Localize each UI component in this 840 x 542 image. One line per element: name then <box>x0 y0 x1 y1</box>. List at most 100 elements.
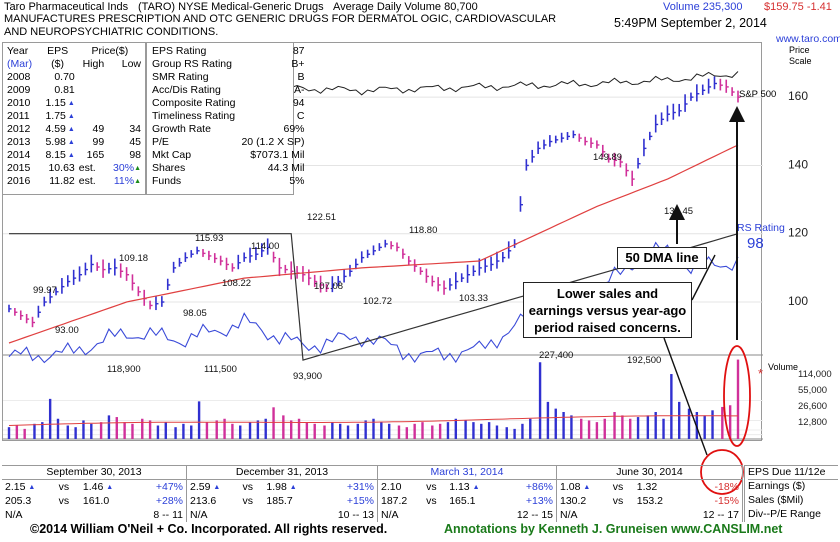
volume-bar <box>387 423 391 439</box>
rating-label: P/E <box>152 135 169 148</box>
rating-row: Mkt Cap $7073.1 Mil <box>149 148 308 161</box>
volume-bar <box>239 425 242 439</box>
ohlc-bar <box>537 141 541 154</box>
volume-bar <box>636 417 640 439</box>
low-cell <box>106 96 143 109</box>
volume-bar <box>603 418 606 439</box>
price-point-label: 102.72 <box>363 296 392 307</box>
quarter-eps-row: 2.15 ▲ vs 1.46 ▲ +47% <box>2 480 186 494</box>
up-triangle-icon: ▲ <box>65 99 75 107</box>
volume-bar <box>472 422 475 439</box>
sales-current: 205.3 <box>5 495 32 507</box>
volume-bar <box>346 425 350 439</box>
ohlc-bar <box>625 163 629 177</box>
volume-bar <box>223 418 226 439</box>
quarter-column: June 30, 2014 1.08 ▲ vs 1.32 -18% 130.2 … <box>557 465 743 522</box>
quarter-column: September 30, 2013 2.15 ▲ vs 1.46 ▲ +47%… <box>2 465 187 522</box>
up-triangle-icon: ▲ <box>106 484 114 491</box>
volume-bar <box>82 420 85 439</box>
ohlc-bar <box>649 131 653 141</box>
quarter-title: June 30, 2014 <box>557 466 742 480</box>
year-cell: 2013 <box>7 135 31 148</box>
rating-row: Shares 44.3 Mil <box>149 161 308 174</box>
ohlc-bar <box>684 94 688 112</box>
volume-bar <box>446 422 450 439</box>
ohlc-bar <box>372 245 376 256</box>
ohlc-bar <box>249 247 253 263</box>
volume-bar <box>562 412 565 439</box>
website-link[interactable]: www.taro.com <box>776 33 840 45</box>
volume-bar <box>148 420 152 439</box>
vs-label: vs <box>58 495 70 507</box>
low-header: Low <box>121 57 141 70</box>
volume-bar <box>331 422 334 439</box>
ohlc-bar <box>172 261 177 273</box>
rating-label: Shares <box>152 161 186 174</box>
ohlc-bar <box>49 289 53 304</box>
price-point-label: 115.93 <box>195 233 223 244</box>
pe-range-label: Div--P/E Range <box>748 508 821 520</box>
ohlc-bar <box>155 296 159 311</box>
annotations-credit: Annotations by Kenneth J. Gruneisen www.… <box>444 522 783 536</box>
average-volume: Average Daily Volume 80,700 <box>333 1 478 13</box>
dividend-value: N/A <box>5 509 23 521</box>
rating-value: 87 <box>292 44 305 57</box>
ohlc-bar <box>590 137 594 148</box>
low-cell <box>106 83 143 96</box>
ohlc-bar <box>166 278 171 291</box>
ohlc-bar <box>560 132 565 143</box>
year-cell: 2012 <box>7 122 31 135</box>
exchange-info: (TARO) NYSE Medical-Generic Drugs <box>138 1 324 13</box>
ohlc-bar <box>190 250 194 258</box>
ohlc-bar <box>184 252 188 262</box>
volume-star-icon: * <box>758 366 764 381</box>
quarter-eps-row: 1.08 ▲ vs 1.32 -18% <box>557 480 742 494</box>
price-point-label: 134.45 <box>664 206 693 217</box>
quarterly-table: September 30, 2013 2.15 ▲ vs 1.46 ▲ +47%… <box>2 465 743 522</box>
estimate-growth: 11%▲ <box>113 174 141 187</box>
company-name: Taro Pharmaceutical Inds <box>4 1 129 13</box>
quarter-pe-row: N/A 12 -- 17 <box>557 508 742 522</box>
rating-value: B <box>297 70 305 83</box>
volume-bar <box>41 422 44 439</box>
volume-point-label: 118,900 <box>107 364 141 375</box>
ohlc-bar <box>219 255 224 266</box>
volume-bar <box>282 415 285 439</box>
ohlc-bar <box>55 287 59 296</box>
volume-bar <box>190 425 193 439</box>
price-point-label: 109.18 <box>119 253 148 264</box>
financial-row: 2008 0.70 <box>5 70 143 83</box>
company-description: MANUFACTURES PRESCRIPTION AND OTC GENERI… <box>4 13 557 38</box>
ohlc-bar <box>231 263 235 272</box>
volume-bar <box>90 423 93 439</box>
price-point-label: 98.05 <box>183 308 207 319</box>
ohlc-bar <box>619 155 623 168</box>
volume-bar <box>364 420 367 439</box>
volume-tick-label: 114,000 <box>798 369 832 380</box>
volume-bar <box>554 408 557 439</box>
volume-bar <box>711 410 714 439</box>
quarter-title: December 31, 2013 <box>187 466 377 480</box>
estimate-label: est. <box>78 174 96 187</box>
volume-bar <box>115 417 118 439</box>
volume-bar <box>513 428 516 439</box>
volume-bar <box>205 422 209 439</box>
volume-bar <box>480 423 483 439</box>
dividend-value: N/A <box>190 509 208 521</box>
volume-bar <box>546 401 550 439</box>
ohlc-bar <box>654 114 659 133</box>
vs-label: vs <box>242 481 254 493</box>
low-cell <box>106 109 143 122</box>
ohlc-bar <box>725 79 729 93</box>
ohlc-bar <box>331 276 335 293</box>
volume-bar <box>397 425 401 439</box>
eps-cell: 1.75 ▲ <box>45 109 75 122</box>
moving-average-line <box>8 144 739 344</box>
volume-bar <box>587 420 591 439</box>
volume-bar <box>621 415 624 439</box>
ohlc-bar <box>43 296 47 307</box>
rating-label: Group RS Rating <box>152 57 232 70</box>
volume-bar <box>687 408 691 439</box>
quarter-eps-row: 2.59 ▲ vs 1.98 ▲ +31% <box>187 480 377 494</box>
ohlc-bar <box>96 262 100 271</box>
